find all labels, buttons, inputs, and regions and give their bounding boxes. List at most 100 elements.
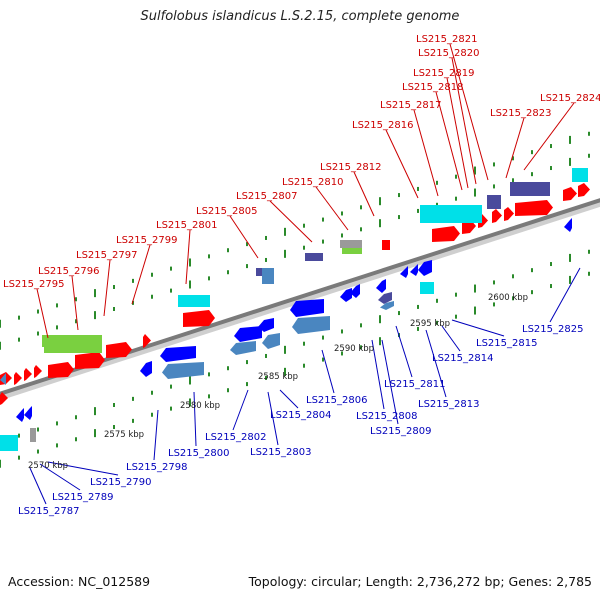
gene-label-forward: LS215_2823: [490, 108, 551, 119]
label-leader: [441, 325, 461, 352]
label-leader: [103, 259, 111, 317]
label-leader: [279, 389, 299, 409]
label-leader: [267, 391, 279, 446]
gene-arrow-forward: [432, 226, 460, 242]
gene-label-forward: LS215_2817: [380, 100, 441, 111]
label-leader: [451, 319, 505, 337]
label-leader: [549, 267, 581, 323]
gene-label-forward: LS215_2810: [282, 177, 343, 188]
gene-label-forward: LS215_2824: [540, 93, 600, 104]
gene-block-red: [382, 240, 390, 250]
gene-arrow-reverse: [400, 266, 408, 278]
gene-arrow-reverse: [380, 301, 394, 310]
gene-arrow-forward: [504, 207, 514, 221]
gene-arrow-reverse: [234, 326, 262, 342]
label-leader: [71, 275, 79, 331]
gene-label-reverse: LS215_2800: [168, 448, 229, 459]
gene-arrow-forward: [106, 342, 132, 358]
gene-label-forward: LS215_2797: [76, 250, 137, 261]
label-leader: [36, 288, 49, 339]
gene-label-forward: LS215_2821: [416, 34, 477, 45]
gene-label-forward: LS215_2812: [320, 162, 381, 173]
label-leader: [315, 186, 349, 231]
label-leader: [446, 77, 469, 189]
gene-label-reverse: LS215_2809: [370, 426, 431, 437]
label-leader: [413, 109, 439, 197]
gene-block-steel: [262, 268, 274, 284]
gene-arrow-reverse: [0, 371, 6, 385]
label-leader-lines: [29, 43, 581, 505]
gene-label-forward: LS215_2805: [196, 206, 257, 217]
scale-labels: 2570 kbp 2575 kbp 2580 kbp 2585 kbp 2590 kbp…: [28, 293, 528, 471]
scale-label: 2590 kbp: [334, 344, 374, 354]
gene-arrow-reverse: [162, 362, 204, 379]
gene-label-reverse: LS215_2787: [18, 506, 79, 517]
gene-block-cyan: [420, 205, 482, 223]
scale-label: 2600 kbp: [488, 293, 528, 303]
label-leader: [395, 325, 413, 378]
gene-label-forward: LS215_2795: [3, 279, 64, 290]
gene-arrow-reverse: [350, 284, 360, 298]
gene-arrow-reverse: [16, 408, 24, 422]
gene-label-reverse: LS215_2803: [250, 447, 311, 458]
scale-label: 2595 kbp: [410, 319, 450, 329]
gene-arrow-forward: [14, 372, 22, 385]
label-leader: [523, 102, 575, 171]
gene-block-navy: [510, 182, 550, 196]
gene-arrow-forward: [75, 352, 105, 369]
label-leader: [505, 117, 525, 179]
label-leader: [381, 339, 399, 425]
gene-label-reverse: LS215_2804: [270, 410, 331, 421]
gene-label-forward: LS215_2807: [236, 191, 297, 202]
gene-arrow-reverse: [262, 333, 280, 349]
accession-text: Accession: NC_012589: [8, 574, 151, 589]
gene-arrow-reverse: [24, 406, 32, 420]
label-leader: [425, 329, 447, 398]
label-leader: [185, 229, 191, 285]
gene-block-cyan: [0, 435, 18, 451]
gene-label-reverse: LS215_2808: [356, 411, 417, 422]
gene-block-green: [44, 347, 102, 353]
gene-label-forward: LS215_2796: [38, 266, 99, 277]
label-leader: [229, 215, 259, 259]
label-leader: [39, 463, 81, 491]
gene-label-forward: LS215_2799: [116, 235, 177, 246]
gene-label-forward: LS215_2801: [156, 220, 217, 231]
label-leader: [131, 244, 151, 305]
label-leader: [451, 57, 477, 185]
gene-arrow-reverse: [418, 260, 432, 276]
gene-arrow-reverse: [564, 218, 572, 232]
gene-block-grey: [340, 240, 362, 248]
gene-arrow-forward: [515, 200, 553, 216]
label-leader: [449, 43, 489, 181]
gene-block-cyan: [572, 168, 588, 182]
label-leader: [321, 349, 335, 394]
gene-arrow-forward: [492, 209, 502, 223]
gene-arrow-reverse: [292, 316, 330, 334]
label-leader: [385, 129, 419, 199]
gene-arrow-reverse: [290, 299, 324, 317]
gene-arrow-reverse: [410, 264, 418, 276]
gene-label-reverse: LS215_2815: [476, 338, 537, 349]
gene-label-reverse: LS215_2790: [90, 477, 151, 488]
gene-arrow-reverse: [230, 341, 256, 355]
gene-arrow-forward: [578, 183, 590, 197]
map-title: Sulfolobus islandicus L.S.2.15, complete…: [140, 9, 460, 24]
gene-label-reverse: LS215_2802: [205, 432, 266, 443]
gene-label-reverse: LS215_2813: [418, 399, 479, 410]
gene-block-grey: [30, 428, 36, 442]
gene-arrow-reverse: [340, 288, 352, 302]
gene-arrow-forward: [563, 187, 577, 201]
gene-block-cyan: [178, 295, 210, 307]
gene-arrow-forward: [48, 362, 74, 378]
gene-arrow-reverse: [140, 361, 152, 377]
gene-block-navy: [487, 195, 501, 209]
gene-label-reverse: LS215_2798: [126, 462, 187, 473]
gene-arrow-reverse: [258, 318, 274, 332]
gene-label-reverse: LS215_2811: [384, 379, 445, 390]
scale-label: 2585 kbp: [258, 372, 298, 382]
label-leader: [371, 339, 385, 410]
label-leader: [47, 461, 119, 476]
gene-features: [0, 168, 590, 451]
